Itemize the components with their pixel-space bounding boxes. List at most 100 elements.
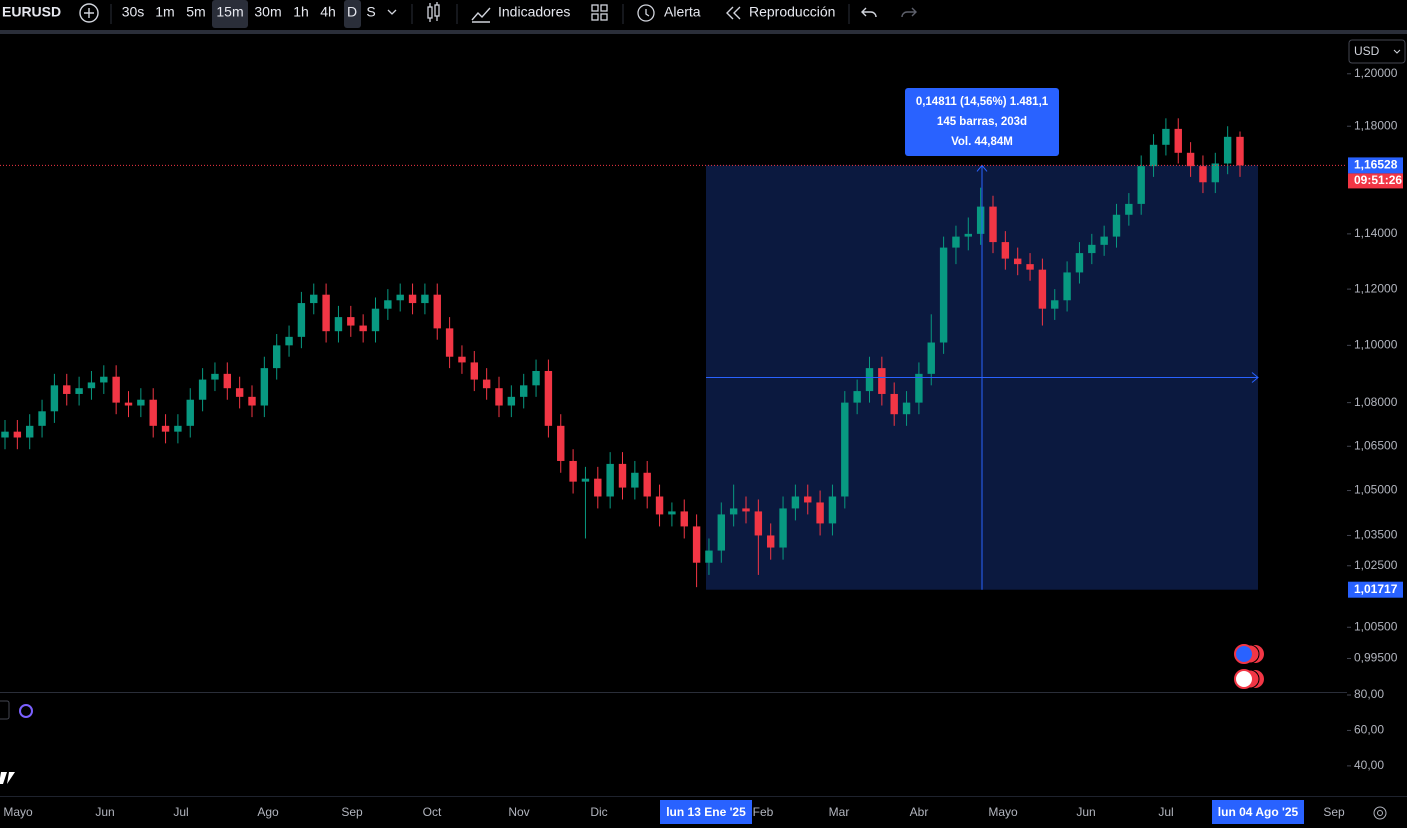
candle-body xyxy=(594,478,602,497)
sync-icon[interactable] xyxy=(19,704,33,718)
candle-body xyxy=(766,535,775,548)
y-tick-label: 1,20000 xyxy=(1354,66,1398,80)
x-tick-label: Sep xyxy=(341,805,363,819)
indicators-icon[interactable] xyxy=(471,7,491,23)
candle-body xyxy=(174,425,182,432)
measure-tooltip-line: 145 barras, 203d xyxy=(937,116,1027,128)
toolbar-button[interactable]: Alerta xyxy=(664,4,701,20)
candle-body xyxy=(816,502,824,524)
event-icons[interactable] xyxy=(1234,644,1264,689)
candle-body xyxy=(396,294,404,301)
interval-button[interactable]: 1h xyxy=(293,4,309,20)
candle-body xyxy=(507,396,516,406)
candle-body xyxy=(939,247,948,343)
candle-body xyxy=(841,402,849,497)
settings-icon[interactable] xyxy=(1373,806,1387,820)
candle-body xyxy=(1088,244,1096,254)
add-symbol-icon[interactable] xyxy=(79,3,99,23)
active-interval-bg xyxy=(344,0,361,28)
alert-icon[interactable] xyxy=(637,4,655,22)
symbol[interactable]: EURUSD xyxy=(2,4,61,20)
pane-control[interactable] xyxy=(0,700,10,720)
y-tick-label: 1,00500 xyxy=(1354,619,1398,633)
y-tick-label: 0,99500 xyxy=(1354,651,1398,665)
x-tick-label: Mar xyxy=(829,805,850,819)
measure-tooltip-line: Vol. 44,84M xyxy=(951,136,1013,148)
candle-body xyxy=(1236,136,1244,166)
candle-body xyxy=(408,294,417,304)
layout-icon[interactable] xyxy=(591,4,608,21)
candle-body xyxy=(1199,166,1207,183)
x-highlight-tag xyxy=(1212,800,1304,824)
interval-button[interactable]: S xyxy=(366,4,375,20)
undo-icon[interactable] xyxy=(861,7,877,18)
candle-body xyxy=(680,511,688,527)
currency-button[interactable] xyxy=(1348,39,1406,64)
candle-body xyxy=(384,300,392,309)
interval-button[interactable]: 30s xyxy=(122,4,145,20)
candle-body xyxy=(198,379,207,400)
candle-body xyxy=(1162,128,1170,145)
candle-body xyxy=(285,336,293,346)
candle-body xyxy=(557,425,565,461)
toolbar-button[interactable]: Reproducción xyxy=(749,4,835,20)
candle-body xyxy=(50,385,59,412)
interval-chevron[interactable] xyxy=(387,9,397,15)
y-tick-label: 1,06500 xyxy=(1354,438,1398,452)
toolbar-button[interactable]: Indicadores xyxy=(498,4,570,20)
candle-body xyxy=(445,328,454,357)
candle-body xyxy=(902,402,911,415)
tv-logo xyxy=(0,772,15,784)
candle-body xyxy=(692,526,701,563)
candle-body xyxy=(1149,144,1158,167)
candle-body xyxy=(334,317,343,332)
candle-body xyxy=(729,508,738,515)
x-tick-label: Abr xyxy=(910,805,929,819)
currency-chevron xyxy=(1393,49,1401,54)
x-highlight-tag xyxy=(660,800,752,824)
candle-body xyxy=(1075,253,1084,273)
interval-button[interactable]: 30m xyxy=(254,4,281,20)
candle-body xyxy=(705,550,713,563)
interval-button[interactable]: 5m xyxy=(186,4,205,20)
candle-body xyxy=(1063,272,1071,301)
candle-body xyxy=(1100,236,1108,245)
candle-body xyxy=(38,411,46,426)
candle-body xyxy=(754,511,763,536)
candle-body xyxy=(878,368,886,394)
y-tick-label: 1,18000 xyxy=(1354,118,1398,132)
countdown: 09:51:26 xyxy=(1354,173,1402,187)
measure-low-label: 1,01717 xyxy=(1354,582,1398,596)
candle-type-icon[interactable] xyxy=(427,2,440,22)
candle-body xyxy=(211,373,219,380)
candle-body xyxy=(75,388,83,394)
candle-body xyxy=(63,385,71,394)
pane-separator xyxy=(0,692,1347,693)
measure-h-arrowhead xyxy=(1251,372,1259,383)
candle-body xyxy=(248,396,256,406)
candle-body xyxy=(915,373,923,403)
candle-body xyxy=(359,325,367,332)
candle-body xyxy=(223,373,232,389)
candle-body xyxy=(1,431,9,438)
candle-body xyxy=(371,308,380,332)
candle-body xyxy=(297,303,306,337)
replay-icon[interactable] xyxy=(726,6,741,20)
x-tick-label: Ago xyxy=(257,805,279,819)
active-interval-bg xyxy=(212,0,248,28)
interval-button[interactable]: D xyxy=(347,4,357,20)
candle-body xyxy=(1051,300,1059,309)
interval-button[interactable]: 1m xyxy=(155,4,174,20)
candle-body xyxy=(1137,166,1145,204)
candle-body xyxy=(421,294,429,304)
candle-body xyxy=(87,382,96,389)
candle-body xyxy=(804,496,812,503)
interval-button[interactable]: 4h xyxy=(320,4,336,20)
measure-low-tag xyxy=(1348,581,1403,598)
candle-body xyxy=(668,511,676,515)
candle-body xyxy=(310,294,318,304)
candle-body xyxy=(655,496,664,515)
interval-button[interactable]: 15m xyxy=(216,4,243,20)
toolbar-separators xyxy=(110,4,850,24)
